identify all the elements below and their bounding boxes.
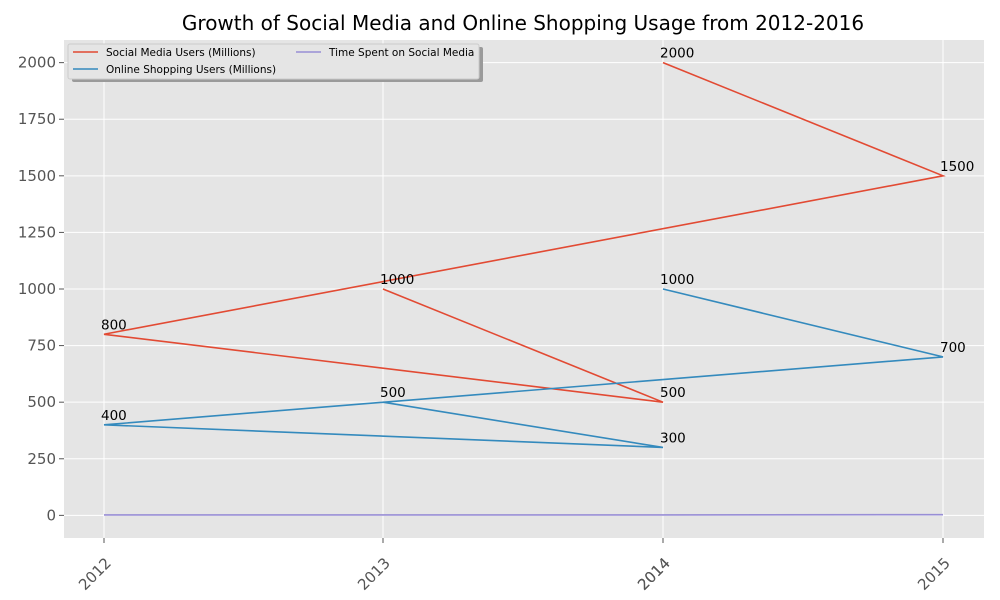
y-tick-label: 1750	[18, 110, 56, 128]
x-tick-label: 2015	[914, 554, 954, 594]
data-label: 400	[101, 408, 127, 424]
data-labels: 2000 1500 800 500 1000 1000 700 400 300 500	[101, 46, 974, 447]
legend-entry: Time Spent on Social Media	[328, 47, 474, 59]
y-tick-label: 750	[27, 337, 56, 355]
y-axis-ticks: 0 250 500 750 1000 1250 1500 1750 2000	[18, 54, 64, 524]
x-tick-label: 2013	[354, 554, 394, 594]
data-label: 500	[380, 385, 406, 401]
legend: Social Media Users (Millions) Online Shop…	[67, 43, 483, 82]
chart-title: Growth of Social Media and Online Shoppi…	[182, 11, 864, 35]
y-tick-label: 250	[27, 450, 56, 468]
legend-entry: Online Shopping Users (Millions)	[106, 64, 276, 76]
data-series	[103, 61, 946, 516]
data-label: 1500	[940, 159, 974, 175]
data-label: 800	[101, 317, 127, 333]
data-label: 1000	[660, 272, 694, 288]
data-label: 700	[940, 340, 966, 356]
y-tick-label: 1250	[18, 223, 56, 241]
y-tick-label: 0	[46, 506, 56, 524]
series-line	[103, 61, 946, 403]
data-label: 1000	[380, 272, 414, 288]
data-label: 500	[660, 385, 686, 401]
y-tick-label: 2000	[18, 54, 56, 72]
data-label: 300	[660, 430, 686, 446]
legend-box	[67, 43, 480, 80]
x-tick-label: 2014	[634, 554, 674, 594]
y-tick-label: 1000	[18, 280, 56, 298]
series-line	[103, 288, 944, 449]
y-tick-label: 500	[27, 393, 56, 411]
data-label: 2000	[660, 46, 694, 62]
y-tick-label: 1500	[18, 167, 56, 185]
x-tick-label: 2012	[75, 554, 115, 594]
legend-entry: Social Media Users (Millions)	[106, 47, 256, 59]
